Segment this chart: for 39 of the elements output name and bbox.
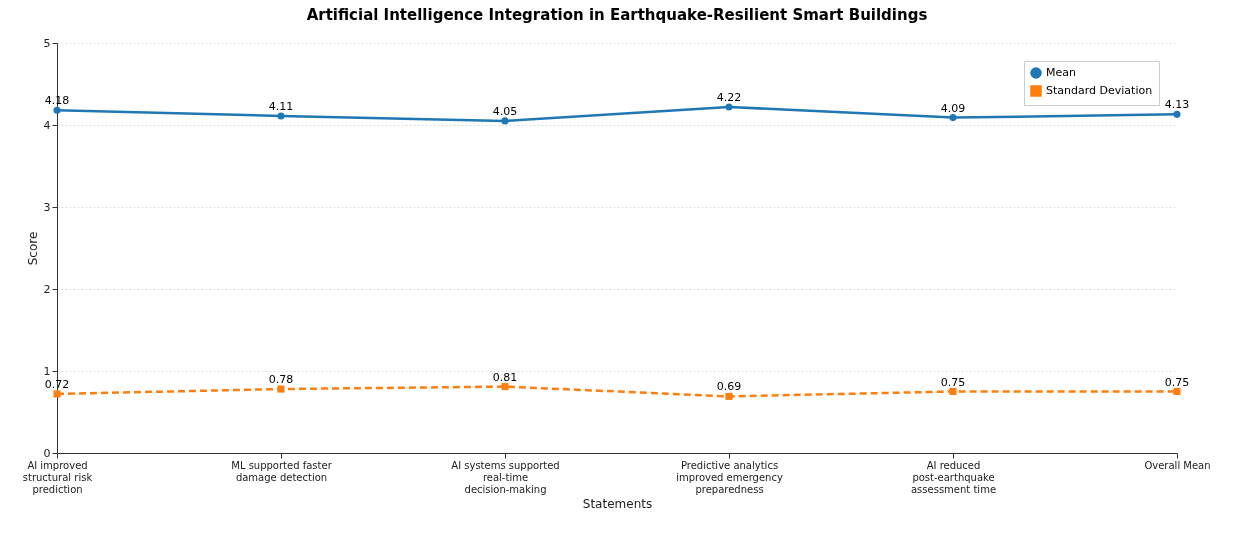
- point: [949, 114, 957, 122]
- data-label: 4.09: [940, 101, 966, 115]
- point: [1173, 387, 1181, 396]
- y-tick-label: 4: [43, 118, 51, 132]
- y-tick-label: 3: [43, 200, 51, 214]
- chart-title: Artificial Intelligence Integration in Earthquake-Resilient Smart Buildings: [306, 6, 928, 24]
- x-tick-label: Overall Mean: [1144, 459, 1211, 471]
- point: [53, 390, 61, 398]
- data-label: 0.69: [716, 380, 742, 394]
- point: [53, 106, 61, 114]
- point: [277, 112, 285, 120]
- data-label: 4.05: [492, 104, 518, 118]
- y-tick-label: 1: [43, 364, 51, 378]
- data-label: 4.22: [716, 90, 742, 104]
- x-axis-title: Statements: [582, 496, 653, 511]
- point: [725, 392, 733, 400]
- x-tick-label: AI improved structural risk prediction: [22, 459, 93, 495]
- x-tick-label: AI systems supported real-time decision-making: [451, 459, 560, 495]
- data-label: 0.75: [1164, 375, 1190, 389]
- data-label: 4.11: [268, 99, 294, 113]
- data-label: 0.81: [492, 370, 518, 384]
- point: [277, 385, 285, 393]
- point: [1173, 110, 1181, 118]
- data-label: 0.75: [940, 375, 966, 389]
- y-tick-label: 2: [43, 282, 51, 296]
- y-tick-label: 5: [43, 36, 51, 50]
- legend-label: Mean: [1046, 66, 1076, 79]
- point: [501, 383, 509, 391]
- data-label: 4.13: [1164, 98, 1190, 112]
- x-tick-label: ML supported faster damage detection: [231, 459, 333, 483]
- point: [501, 117, 509, 125]
- point: [725, 103, 733, 111]
- x-tick-label: Predictive analytics improved emergency preparedness: [676, 459, 783, 495]
- data-label: 0.78: [268, 373, 294, 387]
- legend-label: Standard Deviation: [1046, 84, 1153, 97]
- x-tick-label: AI reduced post-earthquake assessment time: [910, 459, 997, 495]
- point: [949, 387, 957, 396]
- y-tick-label: 0: [43, 446, 51, 460]
- y-axis-title: Score: [25, 231, 40, 266]
